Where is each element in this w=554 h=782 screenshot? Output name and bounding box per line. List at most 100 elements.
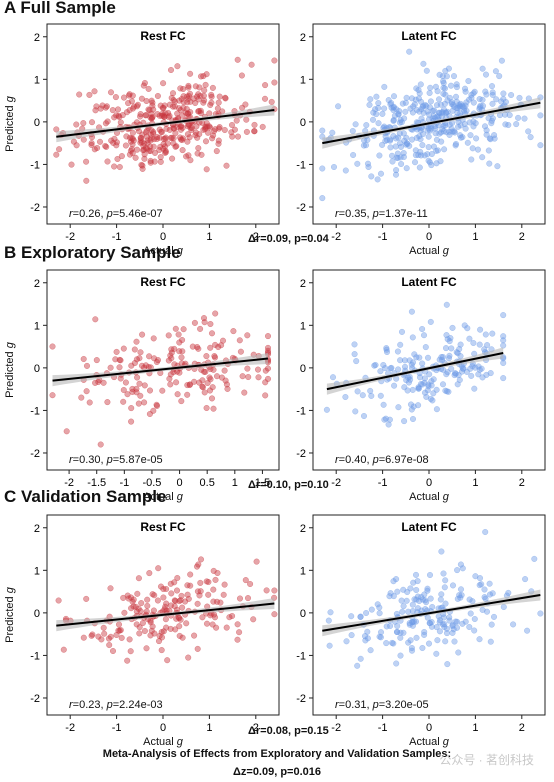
x-tick-label: -2 <box>331 231 341 243</box>
scatter-point <box>387 101 394 108</box>
scatter-point <box>430 143 437 150</box>
scatter-point <box>478 365 485 372</box>
scatter-point <box>180 326 187 333</box>
scatter-point <box>377 634 384 641</box>
scatter-point <box>400 149 407 157</box>
scatter-point <box>379 141 386 148</box>
scatter-point <box>463 107 470 114</box>
scatter-point <box>194 150 201 157</box>
scatter-point <box>451 638 458 645</box>
scatter-point <box>137 349 144 356</box>
scatter-point <box>177 85 184 92</box>
scatter-point <box>466 119 473 126</box>
y-tick-label: -2 <box>296 693 306 705</box>
scatter-point <box>83 177 90 184</box>
scatter-point <box>432 83 439 90</box>
scatter-point <box>421 375 428 382</box>
scatter-point <box>471 385 478 392</box>
scatter-point <box>383 345 390 352</box>
scatter-point <box>63 428 70 435</box>
scatter-point <box>127 648 134 655</box>
scatter-point <box>354 160 361 167</box>
scatter-point <box>352 121 359 128</box>
scatter-point <box>408 644 415 652</box>
scatter-point <box>187 582 194 589</box>
x-tick-label: 0 <box>177 477 183 489</box>
scatter-point <box>419 130 427 138</box>
scatter-point <box>351 351 358 358</box>
scatter-point <box>149 591 156 598</box>
panel-heading: Rest FC <box>140 275 186 289</box>
scatter-point <box>107 585 114 592</box>
scatter-point <box>405 639 412 646</box>
scatter-point <box>387 136 394 143</box>
meta-analysis-title: Meta-Analysis of Effects from Explorator… <box>102 748 452 760</box>
scatter-point <box>132 603 139 610</box>
scatter-point <box>425 144 432 151</box>
x-tick-label: -1 <box>112 722 122 734</box>
scatter-point <box>413 586 420 594</box>
scatter-point <box>442 91 449 98</box>
scatter-point <box>128 418 135 425</box>
scatter-point <box>465 77 472 85</box>
y-tick-label: -1 <box>30 159 40 171</box>
scatter-point <box>171 603 178 610</box>
scatter-point <box>207 376 214 383</box>
scatter-point <box>115 112 122 119</box>
scatter-point <box>419 360 426 367</box>
scatter-point <box>116 163 123 171</box>
scatter-point <box>445 355 453 362</box>
scatter-point <box>169 103 177 110</box>
scatter-point <box>174 110 181 117</box>
scatter-point <box>264 333 272 340</box>
scatter-point <box>141 399 148 406</box>
scatter-point <box>429 603 436 611</box>
x-tick-label: 1 <box>232 477 238 489</box>
scatter-point <box>348 613 355 620</box>
scatter-panel-b-latent: Latent FC -2 -1 0 1 2 -2 -1 0 1 2 r=0.40, p=6.97e-0… <box>296 269 546 503</box>
x-axis-label: Actual g <box>409 245 450 257</box>
scatter-point <box>537 142 544 149</box>
scatter-point <box>158 647 165 654</box>
stat-annotation: r=0.35, p=1.37e-11 <box>335 208 428 220</box>
y-tick-label: -2 <box>296 448 306 460</box>
scatter-point <box>371 362 378 369</box>
scatter-point <box>174 391 181 398</box>
scatter-point <box>91 88 98 95</box>
scatter-point <box>211 354 219 361</box>
section-title-a: A Full Sample <box>4 0 116 17</box>
watermark: 公众号 · 茗创科技 <box>439 753 534 767</box>
scatter-point <box>116 627 123 634</box>
scatter-point <box>229 133 236 140</box>
scatter-point <box>155 565 162 572</box>
scatter-point <box>139 619 146 627</box>
scatter-panel-c-rest: Rest FC -2 -1 0 1 2 -2 -1 0 1 2 r=0.23, p=2.24e-03 A… <box>4 514 280 748</box>
scatter-point <box>167 625 174 632</box>
scatter-point <box>438 548 445 555</box>
scatter-point <box>443 301 450 308</box>
scatter-point <box>492 68 499 75</box>
scatter-point <box>434 637 441 644</box>
scatter-point <box>248 61 255 68</box>
scatter-point <box>398 597 405 604</box>
y-tick-label: 0 <box>34 608 40 620</box>
scatter-point <box>411 159 419 166</box>
scatter-point <box>223 624 230 631</box>
scatter-point <box>145 85 152 92</box>
scatter-point <box>449 324 456 331</box>
scatter-point <box>105 635 112 642</box>
scatter-point <box>141 155 148 162</box>
scatter-point <box>156 112 163 119</box>
scatter-point <box>178 95 185 103</box>
scatter-point <box>427 84 434 91</box>
scatter-point <box>233 117 240 124</box>
scatter-point <box>88 119 96 126</box>
scatter-point <box>363 122 370 129</box>
scatter-point <box>442 600 449 607</box>
scatter-point <box>120 94 128 101</box>
scatter-point <box>213 373 221 380</box>
scatter-point <box>212 341 219 348</box>
scatter-point <box>200 73 207 80</box>
scatter-point <box>472 573 479 580</box>
scatter-point <box>136 380 143 387</box>
